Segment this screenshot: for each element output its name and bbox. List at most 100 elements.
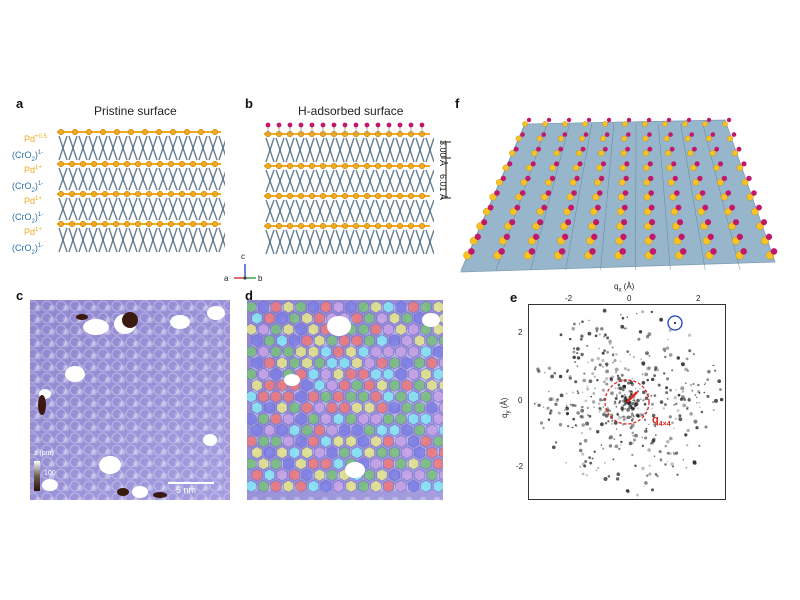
hydrogen-atom bbox=[562, 132, 568, 137]
fft-speckle bbox=[601, 351, 605, 355]
fft-speckle bbox=[607, 475, 611, 478]
hydrogen-atom bbox=[648, 175, 654, 182]
fft-speckle bbox=[608, 341, 612, 345]
fft-speckle bbox=[632, 415, 635, 418]
hydrogen-atom bbox=[593, 219, 600, 226]
domain-hexagon bbox=[251, 379, 263, 392]
fft-speckle bbox=[634, 387, 637, 390]
fft-speckle bbox=[680, 386, 685, 391]
hydrogen-atom bbox=[710, 132, 716, 137]
fft-speckle bbox=[586, 387, 590, 391]
stm-ring bbox=[83, 408, 95, 420]
stm-ring bbox=[83, 384, 95, 396]
cro-bond bbox=[285, 199, 295, 223]
fft-speckle bbox=[621, 388, 625, 392]
domain-hexagon bbox=[301, 423, 313, 437]
layer-label: Pd1+ bbox=[24, 196, 42, 206]
cro-bond bbox=[365, 229, 375, 255]
stm-ring bbox=[41, 468, 53, 480]
fft-speckle bbox=[587, 331, 592, 336]
stm-ring bbox=[181, 432, 193, 444]
pd-atom bbox=[330, 162, 338, 170]
cro-bond bbox=[168, 135, 178, 161]
fft-speckle bbox=[631, 406, 634, 410]
hydrogen-atom bbox=[623, 175, 629, 182]
cro-bond bbox=[315, 169, 325, 193]
fft-speckle bbox=[622, 418, 626, 422]
domain-hexagon bbox=[288, 468, 301, 482]
domain-hexagon bbox=[258, 323, 270, 336]
fft-x-axis-label: qx (Å) bbox=[614, 282, 635, 294]
domain-hexagon bbox=[345, 390, 357, 403]
domain-hexagon bbox=[288, 446, 301, 459]
pd-atom bbox=[275, 162, 283, 170]
fft-speckle bbox=[616, 395, 618, 397]
fft-speckle bbox=[648, 472, 652, 476]
cro-bond bbox=[98, 227, 108, 253]
cro-bond bbox=[178, 135, 188, 161]
cro-layer bbox=[265, 199, 434, 223]
cro-bond bbox=[345, 169, 355, 193]
hydrogen-atom bbox=[646, 117, 652, 123]
stm-ring bbox=[83, 372, 95, 384]
domain-hexagon bbox=[314, 468, 325, 482]
stm-ring bbox=[41, 420, 53, 432]
fft-speckle bbox=[591, 372, 595, 376]
fft-speckle bbox=[580, 352, 584, 357]
pd-atom bbox=[319, 162, 327, 170]
pd-atom bbox=[189, 190, 197, 198]
fft-speckle bbox=[654, 434, 657, 436]
domain-hexagon bbox=[420, 435, 432, 448]
domain-hexagon bbox=[301, 468, 313, 482]
pd-atom bbox=[189, 220, 197, 228]
domain-hexagon bbox=[383, 367, 394, 381]
fft-speckle bbox=[623, 384, 627, 388]
fft-speckle bbox=[576, 390, 579, 393]
fft-speckle bbox=[579, 442, 582, 446]
domain-hexagon bbox=[263, 401, 276, 415]
pd-atom bbox=[211, 160, 219, 168]
pd-atom bbox=[751, 207, 759, 216]
stm-ring bbox=[69, 300, 81, 312]
domain-hexagon bbox=[282, 345, 295, 359]
domain-hexagon bbox=[376, 468, 388, 482]
stm-ring bbox=[223, 444, 230, 456]
fft-speckle bbox=[590, 358, 594, 362]
hydrogen-atom bbox=[668, 132, 673, 137]
fft-speckle bbox=[613, 438, 616, 440]
cro-bond bbox=[335, 137, 345, 163]
fft-speckle bbox=[676, 356, 680, 360]
domain-hexagon bbox=[258, 412, 270, 426]
cro-bond bbox=[198, 197, 208, 221]
pd-atom bbox=[57, 220, 65, 228]
stm-ring bbox=[30, 312, 39, 324]
stm-ring bbox=[153, 456, 165, 468]
hydrogen-atom bbox=[554, 161, 560, 167]
fft-speckle bbox=[651, 377, 655, 382]
bright-adatom bbox=[132, 486, 148, 498]
pd-atom bbox=[363, 162, 371, 170]
fft-speckle bbox=[666, 439, 670, 444]
domain-hexagon bbox=[314, 401, 325, 415]
fft-speckle bbox=[587, 361, 589, 363]
stm-ring bbox=[83, 468, 95, 480]
pd-atom bbox=[746, 193, 754, 201]
pd-atom bbox=[532, 222, 541, 231]
domain-hexagon bbox=[333, 457, 344, 471]
fft-speckle bbox=[684, 367, 688, 372]
pd-atom bbox=[308, 222, 316, 230]
hydrogen-atom bbox=[678, 233, 685, 240]
fft-speckle bbox=[618, 391, 622, 395]
pd-atom bbox=[396, 222, 404, 230]
domain-hexagon bbox=[314, 379, 325, 392]
stm-ring bbox=[223, 468, 230, 480]
stm-ring bbox=[83, 360, 95, 372]
fft-speckle bbox=[623, 402, 627, 406]
pd-atom bbox=[374, 162, 382, 170]
fft-speckle bbox=[598, 347, 600, 350]
hydrogen-atom bbox=[619, 248, 626, 255]
stm-ring bbox=[69, 444, 81, 456]
stm-ring bbox=[139, 420, 151, 432]
fft-speckle bbox=[644, 429, 648, 433]
fft-speckle bbox=[597, 402, 601, 405]
